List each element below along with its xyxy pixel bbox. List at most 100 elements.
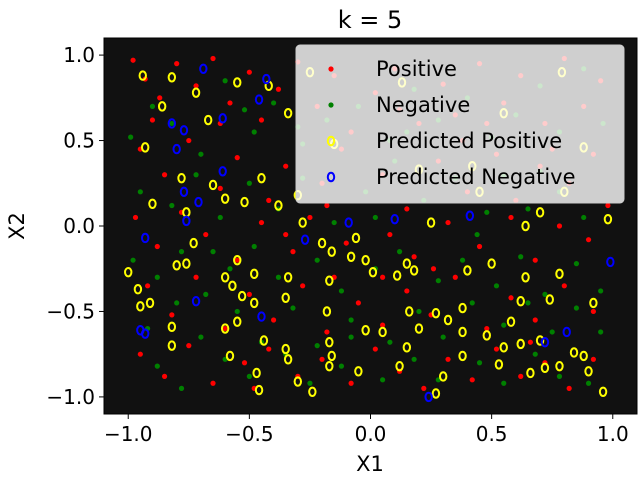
point-0-44 bbox=[132, 214, 139, 221]
point-0-52 bbox=[343, 240, 349, 246]
point-1-61 bbox=[314, 343, 320, 349]
point-0-75 bbox=[508, 295, 514, 301]
point-3-10 bbox=[182, 215, 191, 227]
point-0-57 bbox=[508, 214, 514, 221]
point-0-99 bbox=[430, 266, 437, 272]
point-2-92 bbox=[325, 360, 334, 372]
point-2-18 bbox=[148, 198, 157, 209]
point-0-81 bbox=[186, 343, 192, 349]
point-0-104 bbox=[527, 339, 534, 345]
point-3-0 bbox=[199, 63, 208, 74]
point-2-13 bbox=[140, 142, 150, 153]
point-3-13 bbox=[390, 213, 399, 225]
point-2-41 bbox=[250, 268, 259, 280]
point-2-76 bbox=[458, 326, 467, 338]
point-2-102 bbox=[308, 386, 317, 397]
point-0-49 bbox=[258, 219, 265, 226]
point-2-20 bbox=[220, 193, 230, 204]
point-3-9 bbox=[140, 232, 150, 244]
point-0-96 bbox=[566, 385, 572, 391]
point-0-76 bbox=[532, 317, 538, 323]
y-tick-label-1: −0.5 bbox=[46, 299, 95, 323]
point-0-60 bbox=[585, 237, 592, 243]
point-2-69 bbox=[259, 335, 269, 346]
point-0-4 bbox=[193, 83, 199, 89]
point-3-14 bbox=[606, 256, 615, 268]
chart-title: k = 5 bbox=[338, 6, 403, 34]
point-0-64 bbox=[222, 325, 228, 332]
point-0-91 bbox=[445, 356, 451, 362]
point-2-72 bbox=[361, 325, 370, 336]
point-0-65 bbox=[246, 291, 252, 297]
point-0-103 bbox=[324, 202, 330, 209]
point-2-64 bbox=[589, 297, 598, 309]
point-2-105 bbox=[535, 207, 545, 218]
point-0-61 bbox=[145, 283, 151, 289]
point-0-31 bbox=[266, 197, 272, 203]
point-2-45 bbox=[368, 266, 378, 278]
point-1-60 bbox=[290, 305, 296, 311]
legend-marker-2 bbox=[326, 135, 336, 147]
point-2-40 bbox=[220, 272, 230, 283]
point-1-32 bbox=[484, 209, 490, 215]
point-2-81 bbox=[540, 362, 550, 374]
point-2-8 bbox=[157, 101, 167, 112]
point-0-6 bbox=[227, 100, 233, 106]
point-0-30 bbox=[234, 155, 240, 161]
point-2-74 bbox=[402, 342, 412, 353]
point-2-42 bbox=[283, 272, 293, 283]
point-2-98 bbox=[458, 350, 467, 362]
point-2-52 bbox=[228, 280, 237, 292]
point-2-66 bbox=[167, 321, 177, 333]
point-2-39 bbox=[182, 258, 191, 269]
point-1-34 bbox=[525, 206, 531, 212]
point-2-70 bbox=[281, 343, 290, 355]
point-0-3 bbox=[174, 61, 180, 67]
point-2-71 bbox=[325, 337, 334, 348]
y-tick-label-0: −1.0 bbox=[46, 385, 95, 409]
point-3-22 bbox=[254, 94, 264, 105]
point-1-57 bbox=[198, 334, 204, 340]
point-1-23 bbox=[217, 214, 223, 221]
point-0-71 bbox=[404, 288, 410, 294]
point-3-21 bbox=[424, 391, 433, 403]
point-1-45 bbox=[338, 288, 345, 294]
point-1-73 bbox=[178, 385, 185, 391]
point-0-47 bbox=[203, 231, 209, 238]
point-1-67 bbox=[501, 322, 507, 328]
point-1-80 bbox=[411, 356, 417, 362]
point-0-98 bbox=[283, 231, 289, 238]
point-2-46 bbox=[392, 270, 402, 281]
point-2-60 bbox=[458, 302, 467, 314]
point-0-94 bbox=[518, 373, 524, 379]
point-3-18 bbox=[140, 328, 150, 339]
point-2-54 bbox=[250, 297, 259, 309]
legend-label-1: Negative bbox=[376, 93, 470, 117]
point-1-94 bbox=[348, 334, 354, 340]
point-2-99 bbox=[494, 359, 504, 370]
point-2-83 bbox=[579, 350, 588, 362]
point-2-107 bbox=[274, 200, 283, 211]
point-1-65 bbox=[440, 334, 446, 340]
point-2-3 bbox=[233, 77, 242, 88]
point-0-50 bbox=[290, 249, 296, 255]
point-1-89 bbox=[241, 107, 248, 113]
point-2-75 bbox=[414, 323, 424, 334]
point-1-71 bbox=[598, 329, 604, 335]
point-1-75 bbox=[246, 373, 252, 379]
y-tick-label-3: 0.5 bbox=[63, 129, 95, 153]
x-tick-label-1: −0.5 bbox=[225, 422, 274, 446]
point-0-77 bbox=[561, 283, 567, 289]
point-3-11 bbox=[300, 234, 310, 245]
point-3-23 bbox=[465, 210, 475, 221]
point-2-55 bbox=[281, 292, 290, 303]
legend-label-2: Predicted Positive bbox=[376, 129, 562, 153]
point-2-88 bbox=[252, 367, 261, 379]
point-0-92 bbox=[469, 377, 475, 383]
point-2-86 bbox=[167, 340, 177, 351]
point-1-1 bbox=[149, 103, 156, 109]
point-0-48 bbox=[234, 257, 240, 263]
point-0-86 bbox=[319, 356, 325, 362]
point-2-29 bbox=[351, 232, 361, 244]
